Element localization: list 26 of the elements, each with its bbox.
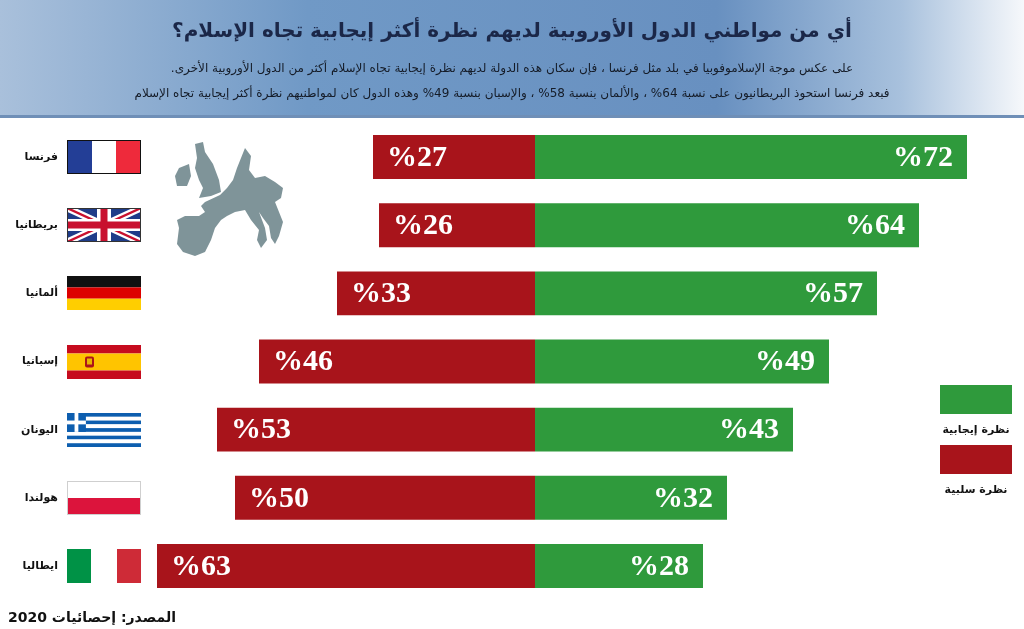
y-tick-label: بريطانيا [15,218,58,232]
data-label: %50 [249,479,309,513]
y-tick-label: فرنسا [24,149,58,163]
data-label: %49 [755,343,815,377]
data-label: %53 [231,411,291,445]
data-label: %27 [387,138,447,172]
chart-subtitle: على عكس موجة الإسلاموفوبيا في بلد مثل فرنسا ، فإن سكان هذه الدولة لديهم نظرة إيجابية تجاه الإسلام أكثر من الدول الأوروبية الأخرى. فبعد فرنسا استحوذ البريطانيون على نسبة 64% ، والألمان بنسبة 58% ، والإسبان بنسبة 49% وهذه الدول كان لمواطنيهم نظرة أكثر إيجابية تجاه الإسلام [133,59,891,103]
data-label: %64 [845,206,905,240]
y-tick-label: اليونان [21,422,58,436]
data-label: %57 [803,275,863,309]
data-label: %26 [393,206,453,240]
data-label: %32 [653,479,713,513]
text: نظرة سلبية [944,483,1008,498]
data-label: %28 [629,547,689,581]
data-label: %43 [719,411,779,445]
text: المصدر: إحصائيات 2020 [8,608,176,626]
data-label: %72 [893,138,953,172]
y-tick-label: إسبانيا [22,354,58,368]
y-tick-label: ايطاليا [22,558,58,572]
chart-title: أي من مواطني الدول الأوروبية لديهم نظرة أكثر إيجابية تجاه الإسلام؟ [171,16,853,44]
y-tick-label: هولندا [24,490,58,504]
data-label: %46 [273,343,333,377]
data-label: %63 [171,547,231,581]
data-label: %33 [351,275,411,309]
text: نظرة إيجابية [942,423,1010,438]
y-tick-label: ألمانيا [25,285,58,300]
